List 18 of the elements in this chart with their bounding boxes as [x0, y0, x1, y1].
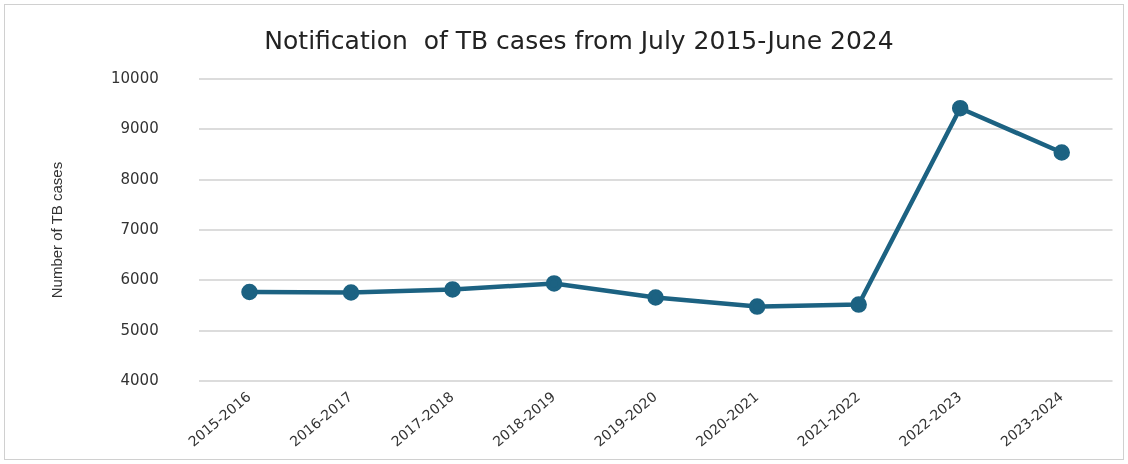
- y-tick-label: 10000: [111, 68, 159, 87]
- point: [850, 296, 867, 313]
- point: [241, 283, 258, 301]
- y-tick-label: 4000: [120, 370, 159, 389]
- y-tick-label: 6000: [120, 270, 159, 289]
- point: [1053, 144, 1070, 161]
- y-tick-label: 8000: [120, 169, 159, 188]
- chart-title: Notification of TB cases from July 2015-June 2024: [264, 25, 894, 55]
- point: [647, 289, 664, 306]
- point: [748, 298, 766, 315]
- y-tick-label: 9000: [120, 119, 159, 138]
- y-tick-label: 5000: [120, 320, 159, 339]
- point: [444, 281, 461, 298]
- point: [342, 284, 360, 301]
- y-axis-title: Number of TB cases: [48, 161, 66, 299]
- point: [951, 99, 969, 117]
- point: [545, 275, 563, 292]
- y-tick-label: 7000: [120, 219, 159, 238]
